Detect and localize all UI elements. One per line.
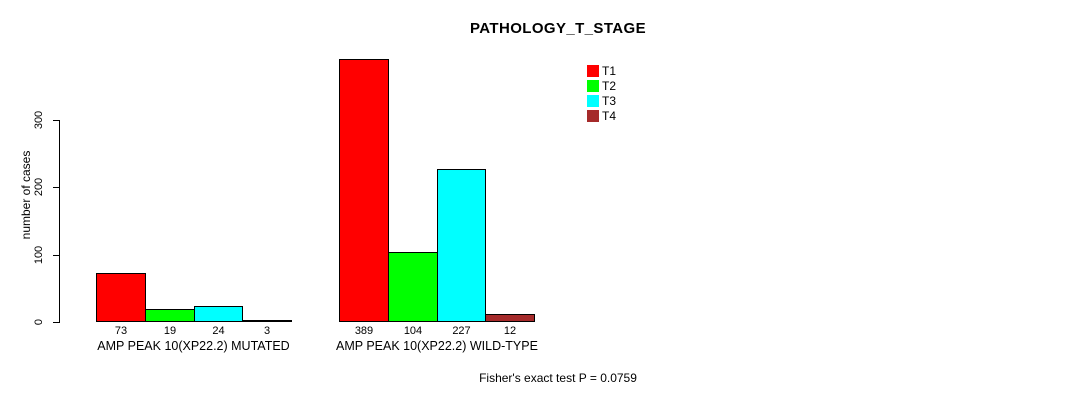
- category-label: AMP PEAK 10(XP22.2) WILD-TYPE: [336, 339, 538, 353]
- y-axis-line: [59, 120, 60, 323]
- legend-label-T1: T1: [602, 63, 617, 78]
- legend-swatch-T3: [587, 94, 599, 107]
- legend-swatch-T1: [587, 64, 599, 77]
- bar-value-label: 12: [503, 325, 517, 337]
- bar-value-label: 3: [263, 325, 271, 337]
- y-axis-label: number of cases: [19, 150, 33, 240]
- bar-T3: [437, 169, 486, 322]
- category-label: AMP PEAK 10(XP22.2) MUTATED: [97, 339, 290, 353]
- y-tick-label: 0: [33, 318, 45, 326]
- legend-label-T2: T2: [602, 78, 617, 93]
- bar-T1: [339, 59, 389, 322]
- y-tick-label: 300: [33, 110, 45, 130]
- y-tick: [53, 120, 60, 121]
- y-tick-label: 100: [33, 245, 45, 265]
- bar-T4: [485, 314, 535, 322]
- bar-value-label: 389: [354, 325, 374, 337]
- legend-swatch-T4: [587, 109, 599, 122]
- bar-value-label: 19: [163, 325, 177, 337]
- fisher-test-annotation: Fisher's exact test P = 0.0759: [479, 371, 637, 385]
- legend-label-T4: T4: [602, 108, 617, 123]
- y-tick: [53, 255, 60, 256]
- bar-value-label: 104: [403, 325, 423, 337]
- bar-value-label: 227: [452, 325, 471, 337]
- legend-label-T3: T3: [602, 93, 617, 108]
- bar-T4: [242, 320, 292, 322]
- legend-swatch-T2: [587, 79, 599, 92]
- bar-T1: [96, 273, 146, 322]
- bar-T3: [194, 306, 243, 322]
- bar-value-label: 24: [212, 325, 225, 337]
- bar-T2: [145, 309, 195, 322]
- y-tick: [53, 187, 60, 188]
- bar-value-label: 73: [114, 325, 128, 337]
- y-tick: [53, 322, 60, 323]
- chart-title: PATHOLOGY_T_STAGE: [470, 20, 646, 37]
- y-tick-label: 200: [33, 177, 45, 197]
- bar-T2: [388, 252, 438, 322]
